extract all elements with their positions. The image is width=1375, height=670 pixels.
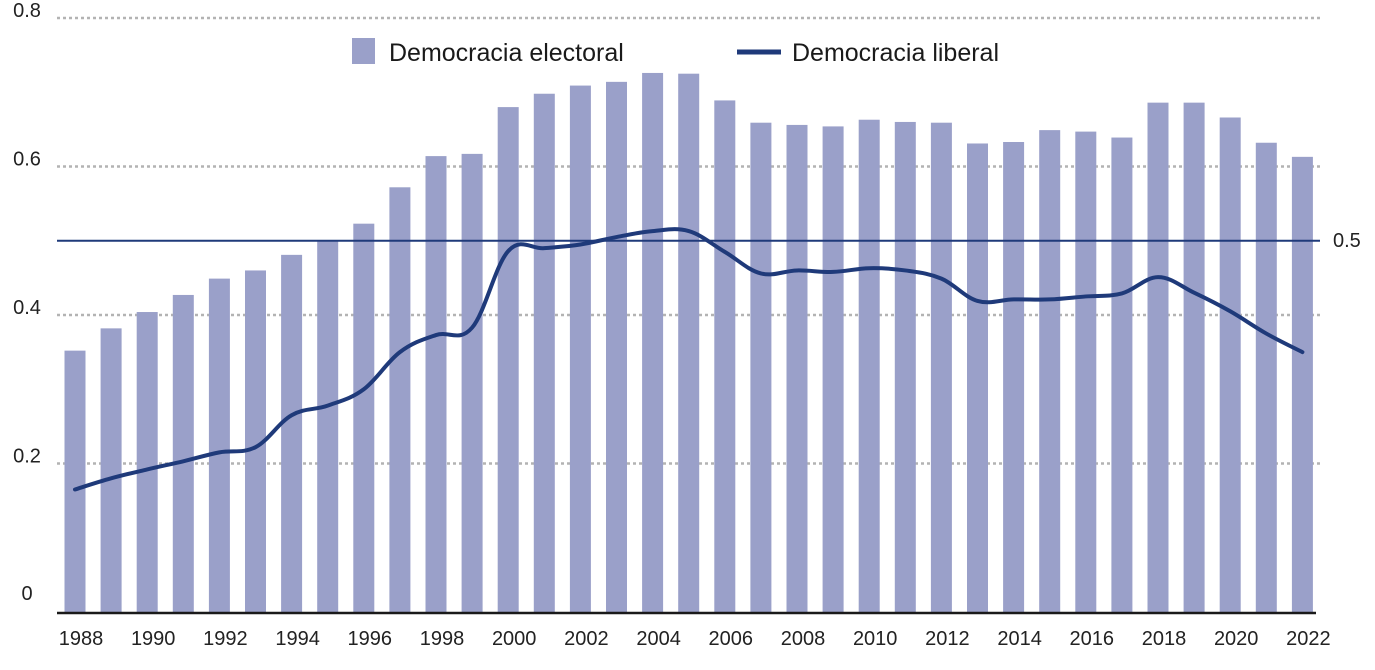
bar-1996	[353, 223, 375, 613]
liberal-democracy-line	[73, 227, 1305, 492]
x-tick-label: 1994	[275, 628, 320, 650]
bar-1999	[461, 153, 483, 612]
x-tick-label: 2004	[636, 628, 681, 650]
x-tick-label: 1990	[131, 628, 176, 650]
bar-2018	[1147, 102, 1169, 613]
bar-2016	[1075, 131, 1097, 613]
x-tick-label: 2000	[492, 628, 537, 650]
bar-1994	[281, 254, 303, 613]
x-tick-label: 2022	[1286, 628, 1331, 650]
legend: Democracia electoral Democracia liberal	[352, 38, 999, 67]
bar-2008	[786, 124, 808, 613]
x-tick-label: 2020	[1214, 628, 1259, 650]
bar-1992	[208, 278, 230, 612]
bar-1990	[136, 312, 158, 612]
bar-1998	[425, 156, 447, 613]
bar-2012	[930, 122, 952, 612]
x-tick-label: 1998	[420, 628, 465, 650]
x-tick-label: 2002	[564, 628, 609, 650]
x-tick-label: 2010	[853, 628, 898, 650]
bar-1997	[389, 187, 411, 613]
bar-2022	[1291, 156, 1313, 612]
reference-line-label: 0.5	[1333, 230, 1361, 252]
bar-2006	[714, 100, 736, 612]
bar-2005	[678, 73, 700, 612]
bar-1989	[100, 328, 122, 612]
bar-2004	[642, 72, 664, 612]
bar-2002	[569, 85, 591, 612]
bar-2000	[497, 107, 519, 612]
bar-2009	[822, 126, 844, 612]
bar-2010	[858, 119, 880, 612]
bar-1993	[245, 270, 266, 612]
y-tick-label: 0.2	[13, 446, 41, 468]
x-tick-label: 2014	[997, 628, 1042, 650]
bar-2017	[1111, 137, 1133, 613]
bar-2019	[1183, 102, 1205, 613]
legend-label-liberal: Democracia liberal	[792, 39, 999, 67]
bar-1995	[317, 240, 339, 612]
bar-1988	[64, 350, 86, 612]
legend-swatch-electoral	[352, 38, 375, 64]
bar-2013	[967, 143, 988, 613]
bar-2021	[1255, 142, 1277, 613]
x-tick-label: 2012	[925, 628, 970, 650]
x-tick-label: 2018	[1142, 628, 1187, 650]
y-axis-tick-labels: 0 0.2 0.4 0.6 0.8	[13, 0, 41, 605]
bar-2011	[894, 121, 916, 612]
x-tick-label: 2016	[1070, 628, 1115, 650]
bar-2001	[533, 93, 555, 613]
liberal-democracy-line-group	[73, 227, 1305, 492]
bar-1991	[172, 294, 194, 612]
x-axis-tick-labels: 1988 1990 1992 1994 1996 1998 2000 2002 2004 2006…	[59, 628, 1331, 650]
bar-2007	[750, 122, 772, 612]
bar-2014	[1003, 141, 1025, 612]
electoral-democracy-bars	[64, 72, 1313, 613]
y-tick-label: 0	[21, 583, 32, 605]
bar-2015	[1039, 130, 1061, 612]
x-tick-label: 2008	[781, 628, 826, 650]
x-tick-label: 1992	[203, 628, 248, 650]
x-tick-label: 2006	[709, 628, 754, 650]
x-tick-label: 1996	[348, 628, 393, 650]
legend-label-electoral: Democracia electoral	[389, 39, 624, 67]
reference-line-group: 0.5	[57, 230, 1361, 252]
y-tick-label: 0.4	[13, 297, 41, 319]
y-tick-label: 0.8	[13, 0, 41, 22]
bar-2020	[1219, 117, 1241, 613]
y-tick-label: 0.6	[13, 149, 41, 171]
x-tick-label: 1988	[59, 628, 104, 650]
bar-2003	[606, 81, 627, 613]
